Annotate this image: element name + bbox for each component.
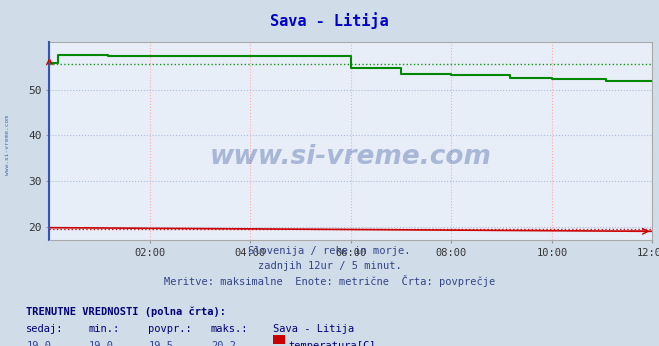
Text: 19,0: 19,0	[89, 341, 114, 346]
Text: www.si-vreme.com: www.si-vreme.com	[5, 115, 11, 175]
Text: Sava - Litija: Sava - Litija	[273, 324, 355, 334]
Text: min.:: min.:	[89, 324, 120, 334]
Text: Slovenija / reke in morje.: Slovenija / reke in morje.	[248, 246, 411, 256]
Text: TRENUTNE VREDNOSTI (polna črta):: TRENUTNE VREDNOSTI (polna črta):	[26, 306, 226, 317]
Text: povpr.:: povpr.:	[148, 324, 192, 334]
Text: Sava - Litija: Sava - Litija	[270, 12, 389, 29]
Text: maks.:: maks.:	[211, 324, 248, 334]
Text: temperatura[C]: temperatura[C]	[288, 341, 376, 346]
Text: zadnjih 12ur / 5 minut.: zadnjih 12ur / 5 minut.	[258, 261, 401, 271]
Text: 19,5: 19,5	[148, 341, 173, 346]
Text: 20,2: 20,2	[211, 341, 236, 346]
Text: Meritve: maksimalne  Enote: metrične  Črta: povprečje: Meritve: maksimalne Enote: metrične Črta…	[164, 275, 495, 288]
Text: 19,0: 19,0	[26, 341, 51, 346]
Text: sedaj:: sedaj:	[26, 324, 64, 334]
Text: www.si-vreme.com: www.si-vreme.com	[210, 144, 492, 170]
